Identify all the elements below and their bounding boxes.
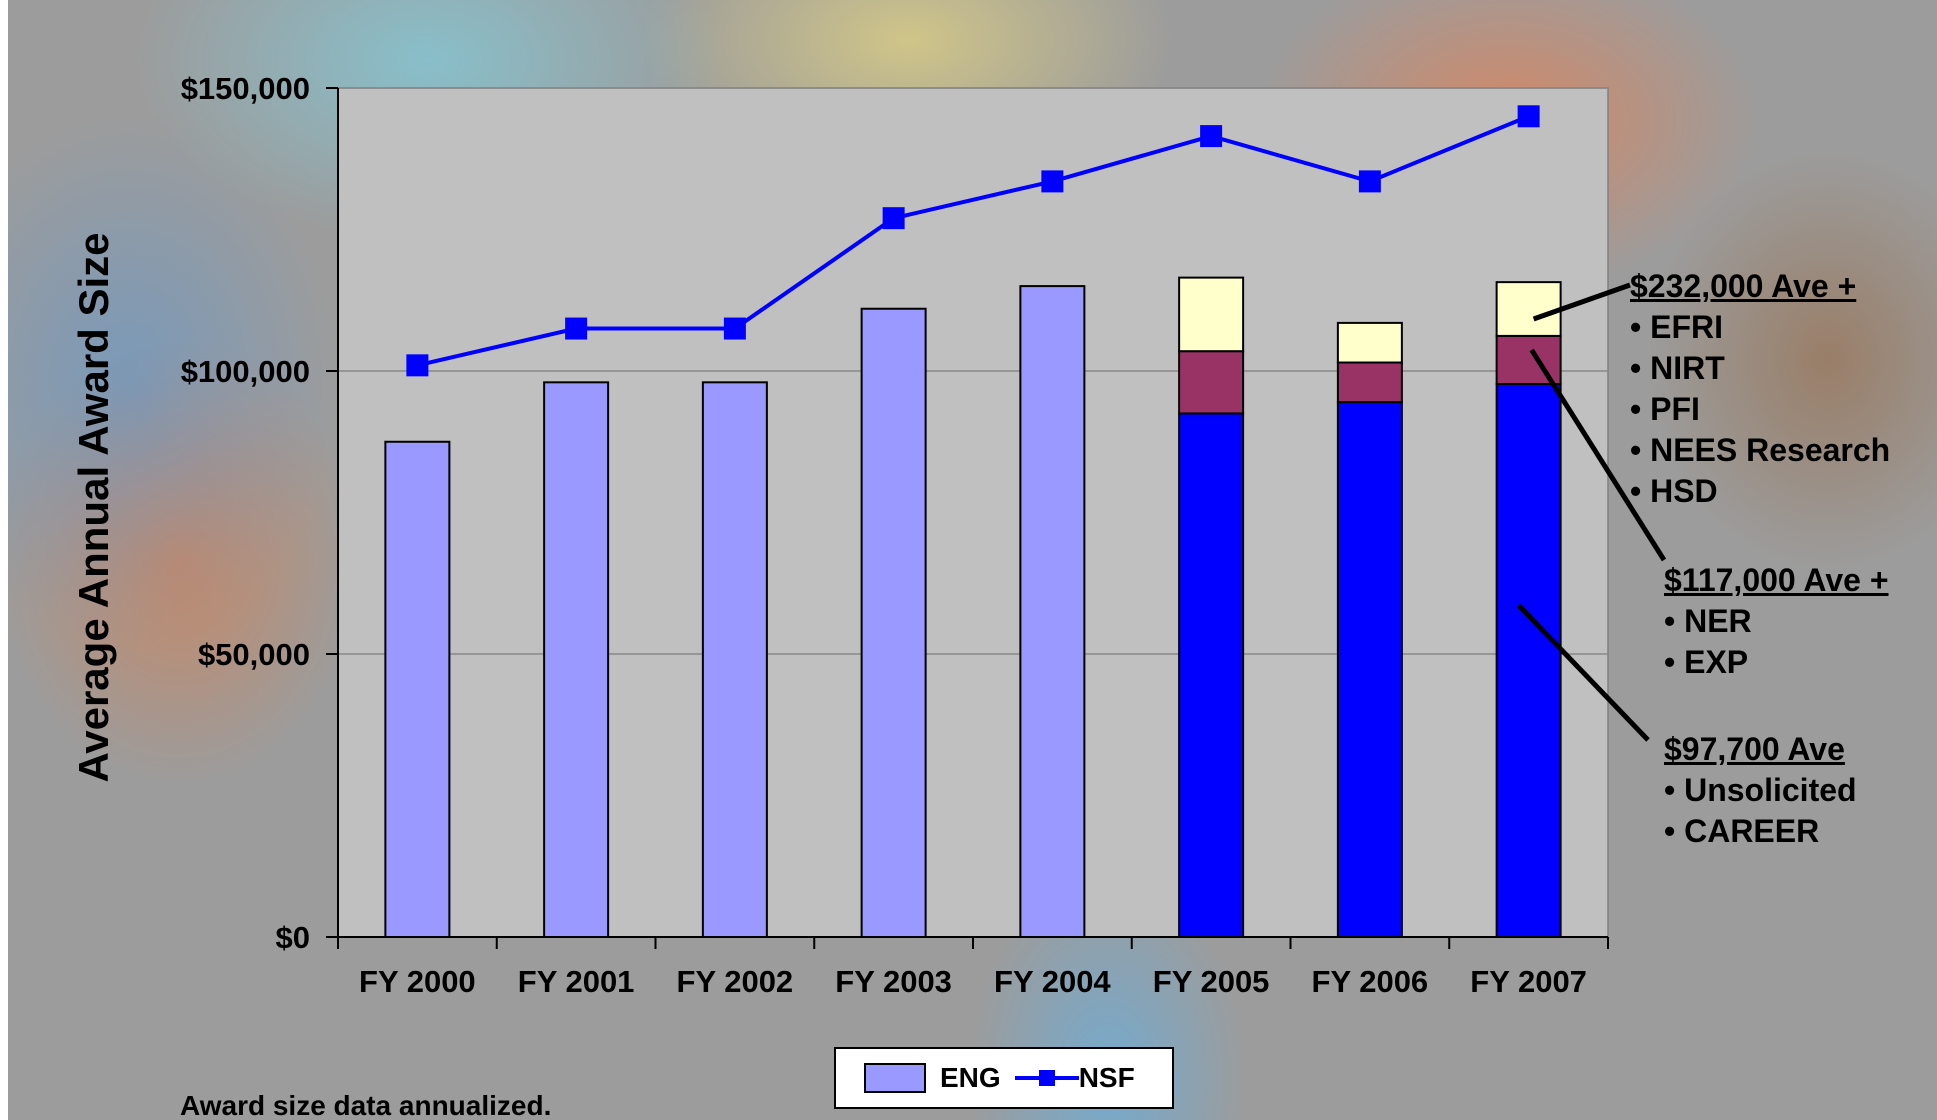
x-tick-label: FY 2003 bbox=[835, 964, 952, 999]
bar-segment bbox=[1495, 383, 1562, 938]
nsf-marker bbox=[882, 207, 905, 230]
nsf-marker bbox=[1517, 105, 1540, 128]
y-tick-label: $100,000 bbox=[181, 354, 310, 389]
y-tick-label: $50,000 bbox=[198, 637, 310, 672]
bar-eng bbox=[1019, 285, 1086, 939]
nsf-marker bbox=[1358, 170, 1381, 193]
annotation-mid-heading: $117,000 Ave + bbox=[1664, 562, 1889, 598]
y-axis-title: Average Annual Award Size bbox=[70, 232, 117, 782]
bar-eng bbox=[860, 307, 927, 938]
nsf-marker bbox=[565, 317, 588, 340]
x-tick-label: FY 2005 bbox=[1153, 964, 1270, 999]
annotation-top-heading: $232,000 Ave + bbox=[1630, 268, 1857, 304]
bar-eng bbox=[701, 381, 768, 938]
x-tick-label: FY 2000 bbox=[359, 964, 476, 999]
annotation-top-item: • NIRT bbox=[1630, 350, 1725, 386]
legend-eng-swatch bbox=[864, 1063, 926, 1093]
y-tick-label: $0 bbox=[276, 920, 310, 955]
bar-segment bbox=[1336, 361, 1403, 404]
bar-eng bbox=[384, 440, 451, 938]
annotation-mid-segment: $117,000 Ave + • NER • EXP bbox=[1664, 560, 1889, 683]
bar-segment bbox=[1495, 281, 1562, 337]
annotation-mid-item: • NER bbox=[1664, 603, 1752, 639]
x-tick-label: FY 2001 bbox=[518, 964, 635, 999]
nsf-marker bbox=[406, 354, 429, 377]
leader-line-top bbox=[1532, 282, 1631, 322]
y-tick-label: $150,000 bbox=[181, 71, 310, 106]
bar-segment bbox=[1336, 401, 1403, 938]
bar-segment bbox=[1178, 350, 1245, 415]
legend-nsf-marker bbox=[1014, 1063, 1079, 1093]
leader-line-mid bbox=[1529, 348, 1667, 562]
annotation-top-item: • EFRI bbox=[1630, 309, 1723, 345]
annotation-base-heading: $97,700 Ave bbox=[1664, 731, 1845, 767]
bar-eng bbox=[543, 381, 610, 938]
x-tick-label: FY 2004 bbox=[994, 964, 1111, 999]
legend-nsf-label: NSF bbox=[1078, 1062, 1135, 1093]
slide-background: $0 $50,000 $100,000 $150,000 FY 2000 FY 2001 F… bbox=[8, 0, 1937, 1120]
x-tick-label: FY 2007 bbox=[1470, 964, 1587, 999]
legend-eng-label: ENG bbox=[940, 1062, 1001, 1093]
annotation-top-item: • HSD bbox=[1630, 473, 1718, 509]
chart-legend: ENG NSF bbox=[834, 1047, 1174, 1109]
bar-segment bbox=[1178, 412, 1245, 938]
x-tick-label: FY 2002 bbox=[677, 964, 794, 999]
award-size-chart: $0 $50,000 $100,000 $150,000 FY 2000 FY 2001 F… bbox=[70, 71, 1667, 999]
nsf-line bbox=[416, 114, 1530, 368]
annotation-base-item: • CAREER bbox=[1664, 813, 1820, 849]
annotation-top-segment: $232,000 Ave + • EFRI • NIRT • PFI • NEE… bbox=[1630, 266, 1890, 512]
annotation-top-item: • PFI bbox=[1630, 391, 1700, 427]
bar-segment bbox=[1178, 276, 1245, 353]
footnote: Award size data annualized. bbox=[180, 1090, 552, 1120]
nsf-marker bbox=[1041, 170, 1064, 193]
x-tick-label: FY 2006 bbox=[1312, 964, 1429, 999]
nsf-marker bbox=[1200, 125, 1223, 148]
annotation-mid-item: • EXP bbox=[1664, 644, 1749, 680]
annotation-top-item: • NEES Research bbox=[1630, 432, 1891, 468]
nsf-marker bbox=[723, 317, 746, 340]
annotation-base-item: • Unsolicited bbox=[1664, 772, 1857, 808]
plot-area bbox=[337, 87, 1609, 938]
leader-line-base bbox=[1516, 603, 1650, 742]
bar-segment bbox=[1336, 321, 1403, 364]
annotation-base-segment: $97,700 Ave • Unsolicited • CAREER bbox=[1664, 729, 1857, 852]
